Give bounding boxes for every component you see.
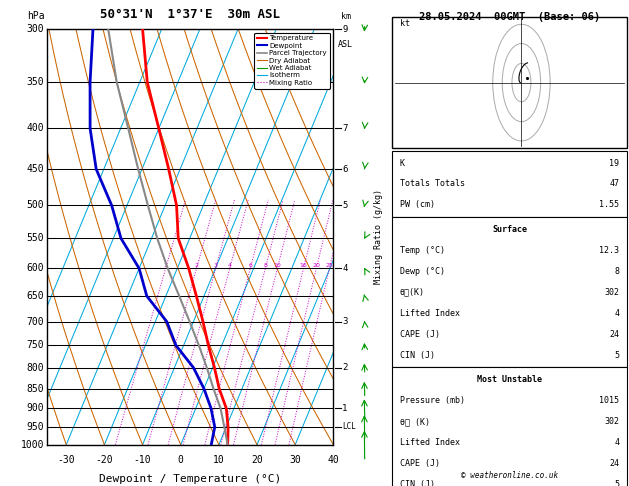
Text: 1: 1 [164,263,167,268]
Text: 3: 3 [342,317,348,326]
Text: 2: 2 [342,363,348,372]
Text: θᴄ (K): θᴄ (K) [399,417,430,426]
Text: 302: 302 [604,288,620,297]
Text: 50°31'N  1°37'E  30m ASL: 50°31'N 1°37'E 30m ASL [100,8,281,21]
Text: km: km [341,12,350,21]
Text: 28.05.2024  00GMT  (Base: 06): 28.05.2024 00GMT (Base: 06) [419,12,600,22]
Text: CIN (J): CIN (J) [399,350,435,360]
Text: -10: -10 [134,455,152,465]
Text: 10: 10 [274,263,281,268]
Text: K: K [399,158,404,168]
Text: 9: 9 [342,25,348,34]
Text: Mixing Ratio (g/kg): Mixing Ratio (g/kg) [374,190,383,284]
Text: Dewpoint / Temperature (°C): Dewpoint / Temperature (°C) [99,474,281,484]
Text: 47: 47 [610,179,620,189]
Text: 19: 19 [610,158,620,168]
Text: 450: 450 [26,164,44,174]
Text: 950: 950 [26,422,44,432]
Text: 12.3: 12.3 [599,246,620,255]
Text: 3: 3 [214,263,218,268]
Text: ASL: ASL [338,39,353,49]
Text: 4: 4 [342,264,348,273]
Text: Dewp (°C): Dewp (°C) [399,267,445,276]
Text: 4: 4 [615,309,620,318]
Text: Lifted Index: Lifted Index [399,309,460,318]
Text: 1.55: 1.55 [599,200,620,209]
Text: Surface: Surface [492,225,527,234]
Text: 700: 700 [26,316,44,327]
Bar [392,217,626,367]
Text: 400: 400 [26,123,44,134]
Text: 5: 5 [342,201,348,210]
Text: 300: 300 [26,24,44,34]
Bar [392,17,626,148]
Text: CAPE (J): CAPE (J) [399,459,440,468]
Text: -20: -20 [96,455,113,465]
Text: 40: 40 [328,455,339,465]
Text: 8: 8 [264,263,267,268]
Text: Most Unstable: Most Unstable [477,375,542,384]
Text: 20: 20 [313,263,320,268]
Text: 24: 24 [610,459,620,468]
Text: kt: kt [399,19,409,29]
Text: © weatheronline.co.uk: © weatheronline.co.uk [461,471,558,480]
Text: Totals Totals: Totals Totals [399,179,465,189]
Legend: Temperature, Dewpoint, Parcel Trajectory, Dry Adiabat, Wet Adiabat, Isotherm, Mi: Temperature, Dewpoint, Parcel Trajectory… [254,33,330,88]
Bar [392,151,626,217]
Text: Lifted Index: Lifted Index [399,438,460,447]
Text: 10: 10 [213,455,225,465]
Text: 8: 8 [615,267,620,276]
Text: 6: 6 [342,165,348,174]
Text: 4: 4 [615,438,620,447]
Text: 2: 2 [194,263,199,268]
Text: hPa: hPa [26,11,44,21]
Text: LCL: LCL [342,422,356,432]
Text: 850: 850 [26,383,44,394]
Text: 7: 7 [342,124,348,133]
Text: Temp (°C): Temp (°C) [399,246,445,255]
Text: CAPE (J): CAPE (J) [399,330,440,339]
Text: 750: 750 [26,340,44,350]
Text: 5: 5 [615,350,620,360]
Text: -30: -30 [57,455,75,465]
Text: 900: 900 [26,403,44,413]
Text: 1000: 1000 [21,440,44,450]
Text: 650: 650 [26,291,44,301]
Bar [392,367,626,486]
Text: 24: 24 [610,330,620,339]
Text: θᴄ(K): θᴄ(K) [399,288,425,297]
Text: 5: 5 [615,480,620,486]
Text: 350: 350 [26,77,44,87]
Text: 16: 16 [299,263,308,268]
Text: 25: 25 [325,263,333,268]
Text: 302: 302 [604,417,620,426]
Text: 6: 6 [248,263,252,268]
Text: Pressure (mb): Pressure (mb) [399,396,465,405]
Text: 30: 30 [289,455,301,465]
Text: 1: 1 [342,404,348,413]
Text: 600: 600 [26,263,44,274]
Text: 4: 4 [228,263,231,268]
Text: 0: 0 [178,455,184,465]
Text: 800: 800 [26,363,44,373]
Text: PW (cm): PW (cm) [399,200,435,209]
Text: 500: 500 [26,200,44,210]
Text: 1015: 1015 [599,396,620,405]
Text: 20: 20 [251,455,263,465]
Text: CIN (J): CIN (J) [399,480,435,486]
Text: 550: 550 [26,233,44,243]
